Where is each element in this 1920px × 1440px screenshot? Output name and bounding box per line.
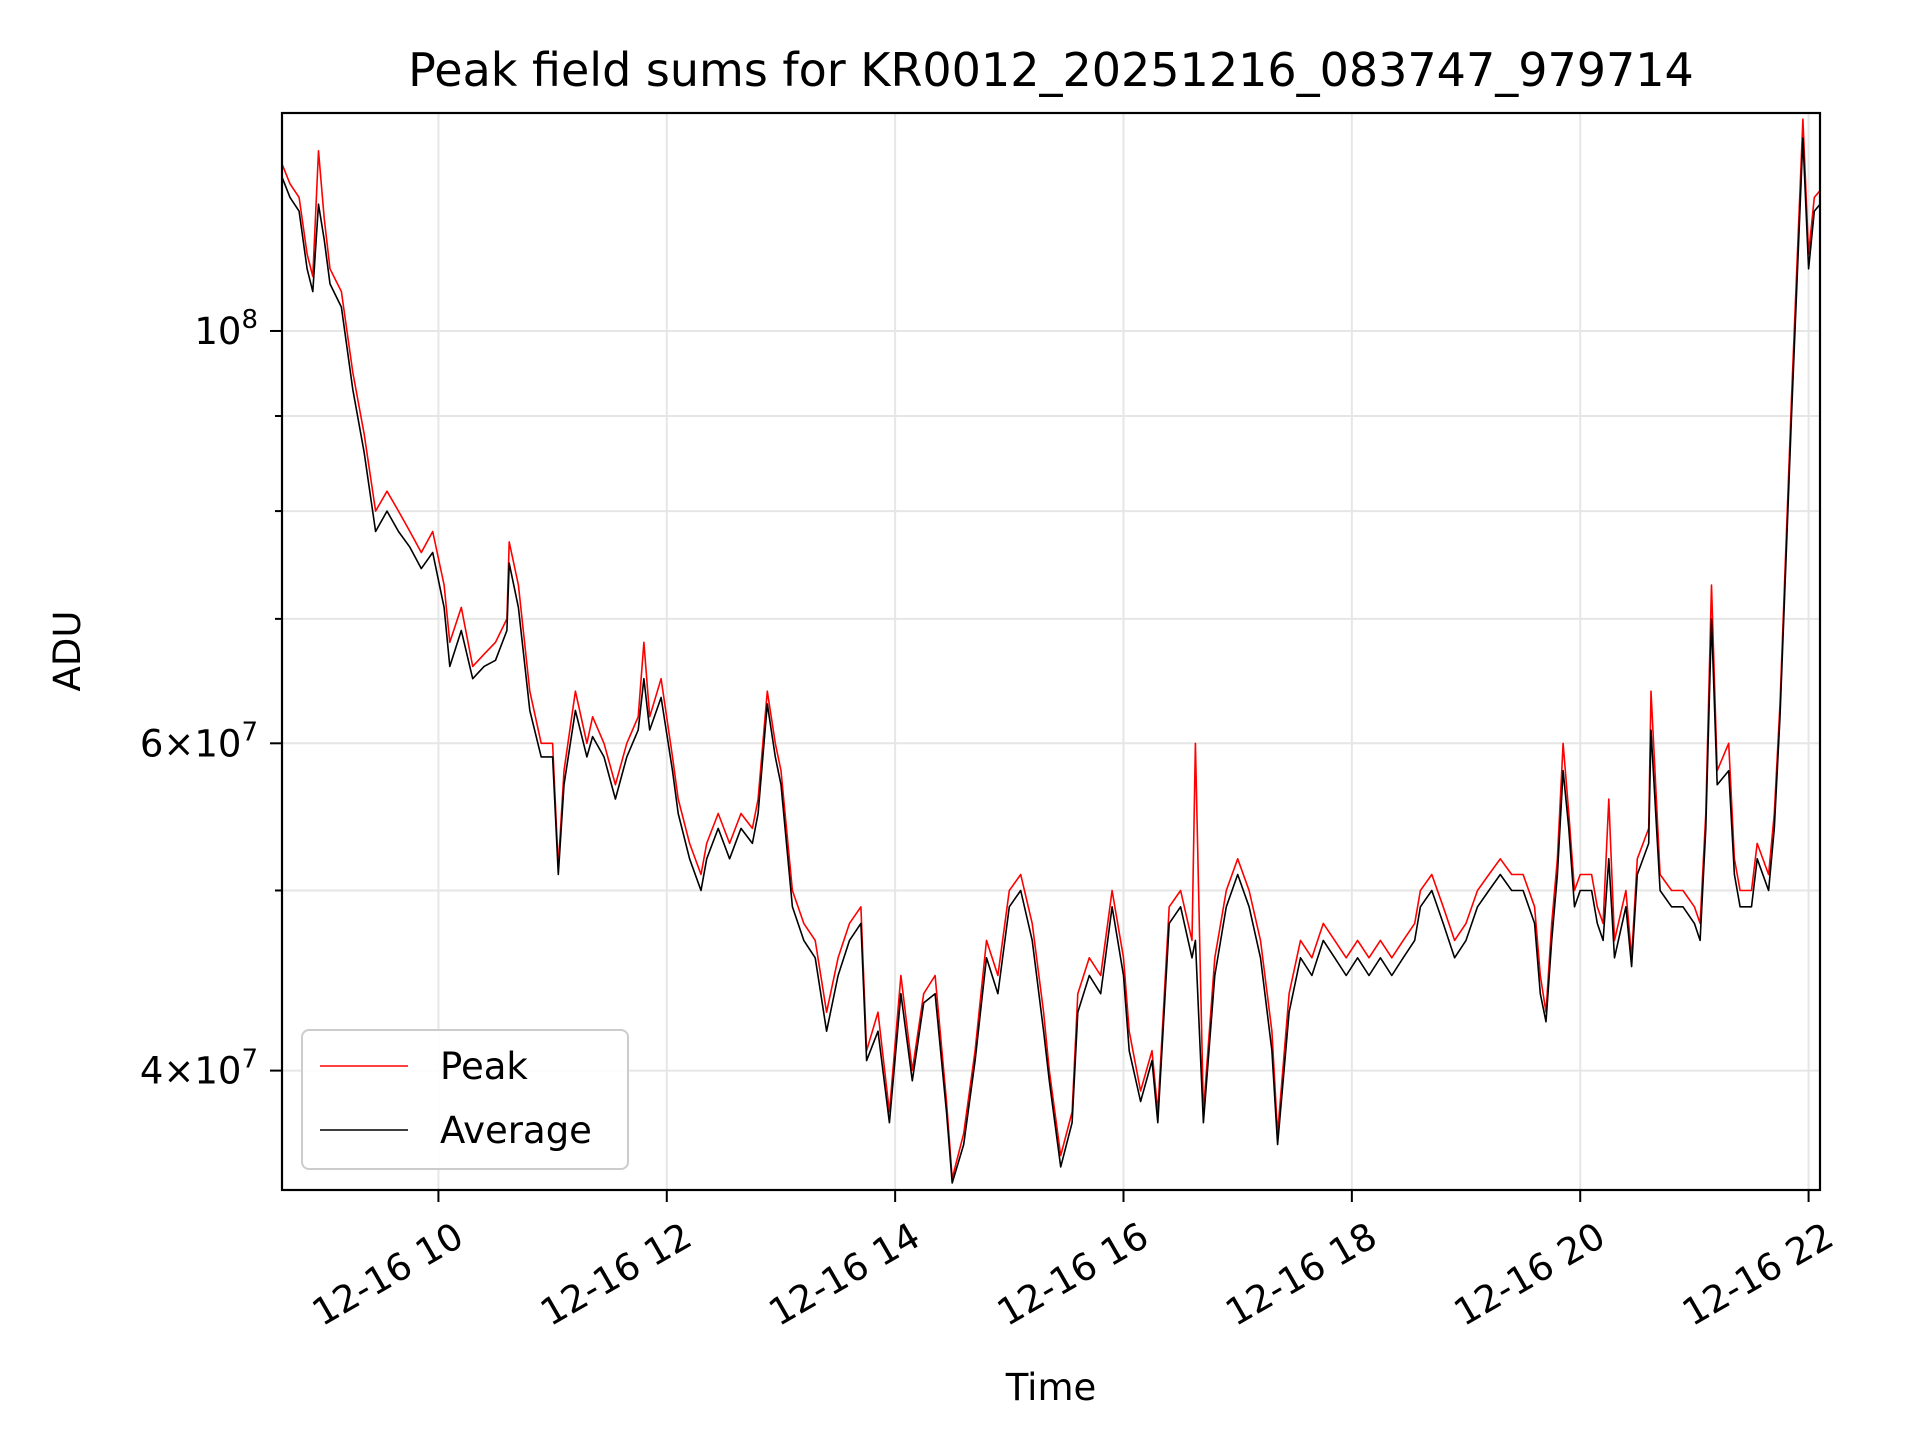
chart-title: Peak field sums for KR0012_20251216_0837… (408, 43, 1694, 97)
x-axis-label: Time (1005, 1366, 1097, 1409)
series-line-average (282, 137, 1820, 1184)
legend-box (301, 1029, 629, 1170)
grid (282, 113, 1820, 1190)
series-lines (282, 118, 1820, 1184)
legend: Peak Average (301, 1029, 629, 1170)
y-tick-label: 108 (194, 305, 258, 353)
legend-label-peak: Peak (440, 1045, 528, 1088)
y-tick-label: 4×107 (140, 1045, 258, 1093)
legend-label-average: Average (440, 1109, 592, 1152)
y-axis-label: ADU (46, 611, 89, 692)
y-tick-label: 6×107 (140, 717, 258, 765)
series-line-peak (282, 118, 1820, 1180)
plot-frame (280, 111, 1822, 1192)
